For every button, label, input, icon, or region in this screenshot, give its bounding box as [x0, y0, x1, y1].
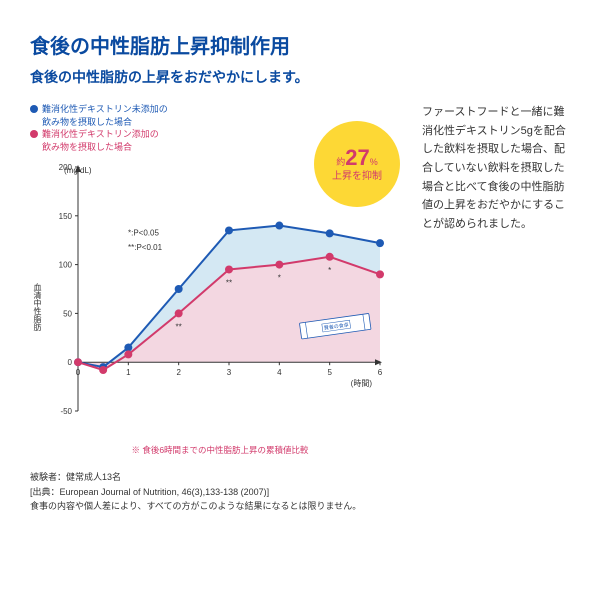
badge-text: 上昇を抑制 [332, 171, 382, 182]
svg-text:**: ** [176, 323, 182, 332]
description-text: ファーストフードと一緒に難消化性デキストリン5gを配合した飲料を摂取した場合、配… [422, 103, 570, 456]
footer-subjects: 被験者：健常成人13名 [30, 470, 570, 484]
svg-text:0: 0 [76, 369, 81, 378]
content-row: 難消化性デキストリン未添加の飲み物を摂取した場合 難消化性デキストリン添加の飲み… [30, 103, 570, 456]
svg-text:**: ** [226, 279, 232, 288]
svg-text:(時間): (時間) [351, 380, 373, 389]
legend-blue-label: 難消化性デキストリン未添加の飲み物を摂取した場合 [42, 103, 168, 128]
legend-red-label: 難消化性デキストリン添加の飲み物を摂取した場合 [42, 128, 159, 153]
svg-text:-50: -50 [60, 407, 72, 416]
chart-footnote: ※ 食後6時間までの中性脂肪上昇の累積値比較 [30, 444, 410, 456]
footer-disclaimer: 食事の内容や個人差により、すべての方がこのような結果になるとは限りません。 [30, 499, 570, 513]
svg-text:50: 50 [63, 310, 72, 319]
svg-text:3: 3 [227, 369, 232, 378]
svg-text:5: 5 [327, 369, 332, 378]
svg-text:2: 2 [176, 369, 181, 378]
y-axis-label: 血清中性脂肪 [32, 283, 43, 331]
svg-text:150: 150 [59, 212, 73, 221]
badge-number: 27 [345, 145, 369, 170]
svg-text:**:P<0.01: **:P<0.01 [128, 243, 163, 252]
badge-percent: % [370, 157, 378, 167]
page-title: 食後の中性脂肪上昇抑制作用 [30, 30, 570, 59]
svg-text:(mg/dL): (mg/dL) [64, 166, 92, 175]
legend-red-dot [30, 130, 38, 138]
svg-text:0: 0 [68, 359, 73, 368]
chart-area: 難消化性デキストリン未添加の飲み物を摂取した場合 難消化性デキストリン添加の飲み… [30, 103, 410, 456]
svg-text:*: * [328, 266, 331, 275]
page-subtitle: 食後の中性脂肪の上昇をおだやかにします。 [30, 67, 570, 87]
svg-text:4: 4 [277, 369, 282, 378]
svg-text:6: 6 [378, 369, 383, 378]
badge-approx: 約 [336, 157, 345, 167]
svg-text:*: * [278, 274, 281, 283]
suppress-badge: 約27% 上昇を抑制 [314, 121, 400, 207]
legend-blue-dot [30, 105, 38, 113]
footer: 被験者：健常成人13名 [出典：European Journal of Nutr… [30, 470, 570, 513]
svg-text:100: 100 [59, 261, 73, 270]
svg-text:1: 1 [126, 369, 131, 378]
footer-source: [出典：European Journal of Nutrition, 46(3)… [30, 485, 570, 499]
svg-text:*:P<0.05: *:P<0.05 [128, 229, 159, 238]
